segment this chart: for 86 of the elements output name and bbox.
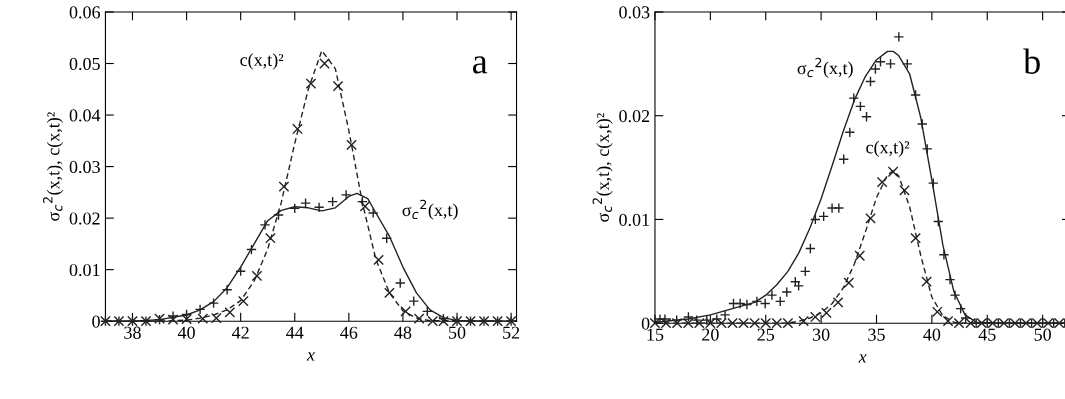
point bbox=[238, 295, 249, 307]
x-tick-label: 40 bbox=[923, 328, 941, 341]
point bbox=[832, 297, 844, 308]
point bbox=[759, 298, 771, 309]
point bbox=[278, 181, 290, 193]
point bbox=[876, 176, 888, 188]
point bbox=[810, 214, 821, 225]
point bbox=[384, 287, 395, 299]
annotation: σ$_{c}$$^{2}$(x,t) bbox=[402, 199, 458, 220]
point bbox=[865, 76, 876, 87]
annotation: c(x,t)² bbox=[866, 140, 910, 158]
y-tick-label: 0.01 bbox=[619, 213, 650, 226]
point bbox=[931, 306, 943, 318]
point bbox=[181, 313, 192, 325]
point bbox=[413, 313, 425, 324]
point bbox=[305, 78, 317, 89]
point bbox=[805, 243, 816, 254]
point bbox=[400, 306, 411, 317]
y-axis-title: σ$_{c}$$^{2}$(x,t), c(x,t)² bbox=[43, 112, 64, 221]
point bbox=[854, 250, 866, 262]
y-tick-label: 0 bbox=[641, 317, 650, 330]
x-tick-label: 20 bbox=[702, 328, 719, 341]
x-tick-label: 30 bbox=[812, 328, 830, 341]
x-axis-title: x bbox=[306, 352, 315, 361]
x-tick-label: 38 bbox=[124, 326, 141, 339]
point bbox=[921, 276, 932, 288]
annotation: c(x,t)² bbox=[240, 53, 284, 70]
x-tick-label: 50 bbox=[1034, 328, 1051, 341]
point bbox=[251, 270, 263, 282]
annotation: σ$_{c}$$^{2}$(x,t) bbox=[797, 57, 853, 78]
point bbox=[843, 277, 855, 289]
x-tick-label: 42 bbox=[231, 326, 249, 339]
y-tick-label: 0.02 bbox=[619, 109, 650, 123]
point bbox=[885, 58, 896, 70]
x-axis-title: x bbox=[858, 354, 867, 363]
point bbox=[683, 311, 694, 323]
y-tick-label: 0.03 bbox=[619, 6, 650, 19]
y-tick-label: 0.04 bbox=[69, 109, 101, 122]
x-tick-label: 48 bbox=[394, 326, 412, 339]
x-tick-label: 45 bbox=[978, 328, 996, 341]
annotation: a bbox=[472, 56, 488, 74]
point bbox=[167, 314, 179, 326]
x-tick-label: 50 bbox=[449, 326, 466, 339]
point bbox=[734, 298, 746, 309]
annotation: b bbox=[1023, 48, 1040, 74]
x-tick-label: 46 bbox=[340, 326, 358, 339]
x-tick-label: 15 bbox=[647, 328, 664, 341]
point bbox=[357, 196, 368, 207]
point bbox=[865, 213, 876, 224]
point bbox=[798, 315, 809, 327]
point bbox=[899, 185, 910, 196]
x-tick-label: 35 bbox=[868, 328, 885, 341]
point bbox=[910, 232, 921, 244]
y-tick-label: 0.05 bbox=[69, 57, 100, 71]
y-tick-label: 0.02 bbox=[69, 212, 100, 225]
point bbox=[332, 80, 344, 92]
x-tick-label: 25 bbox=[757, 328, 775, 341]
point bbox=[861, 111, 872, 123]
point bbox=[855, 101, 866, 112]
point bbox=[319, 58, 330, 69]
y-tick-label: 0.06 bbox=[69, 6, 101, 19]
point bbox=[910, 89, 921, 101]
point bbox=[292, 123, 303, 135]
point bbox=[887, 166, 899, 178]
x-tick-label: 44 bbox=[286, 326, 304, 339]
point bbox=[818, 210, 830, 222]
point bbox=[932, 216, 944, 227]
point bbox=[327, 196, 338, 207]
point bbox=[346, 139, 357, 151]
y-tick-label: 0.03 bbox=[69, 160, 100, 174]
point bbox=[273, 209, 284, 221]
point bbox=[197, 313, 209, 324]
y-axis-title: σ$_{c}$$^{2}$(x,t), c(x,t)² bbox=[592, 113, 613, 222]
point bbox=[208, 297, 219, 309]
x-tick-label: 40 bbox=[177, 326, 195, 339]
x-tick-label: 52 bbox=[503, 326, 520, 339]
point bbox=[224, 307, 236, 318]
y-tick-label: 0.01 bbox=[69, 263, 100, 277]
point bbox=[741, 299, 753, 310]
point bbox=[373, 254, 384, 266]
point bbox=[210, 312, 222, 324]
point bbox=[265, 232, 276, 244]
y-tick-label: 0 bbox=[92, 315, 100, 328]
point bbox=[810, 311, 821, 323]
point bbox=[246, 244, 257, 255]
point bbox=[821, 307, 832, 319]
